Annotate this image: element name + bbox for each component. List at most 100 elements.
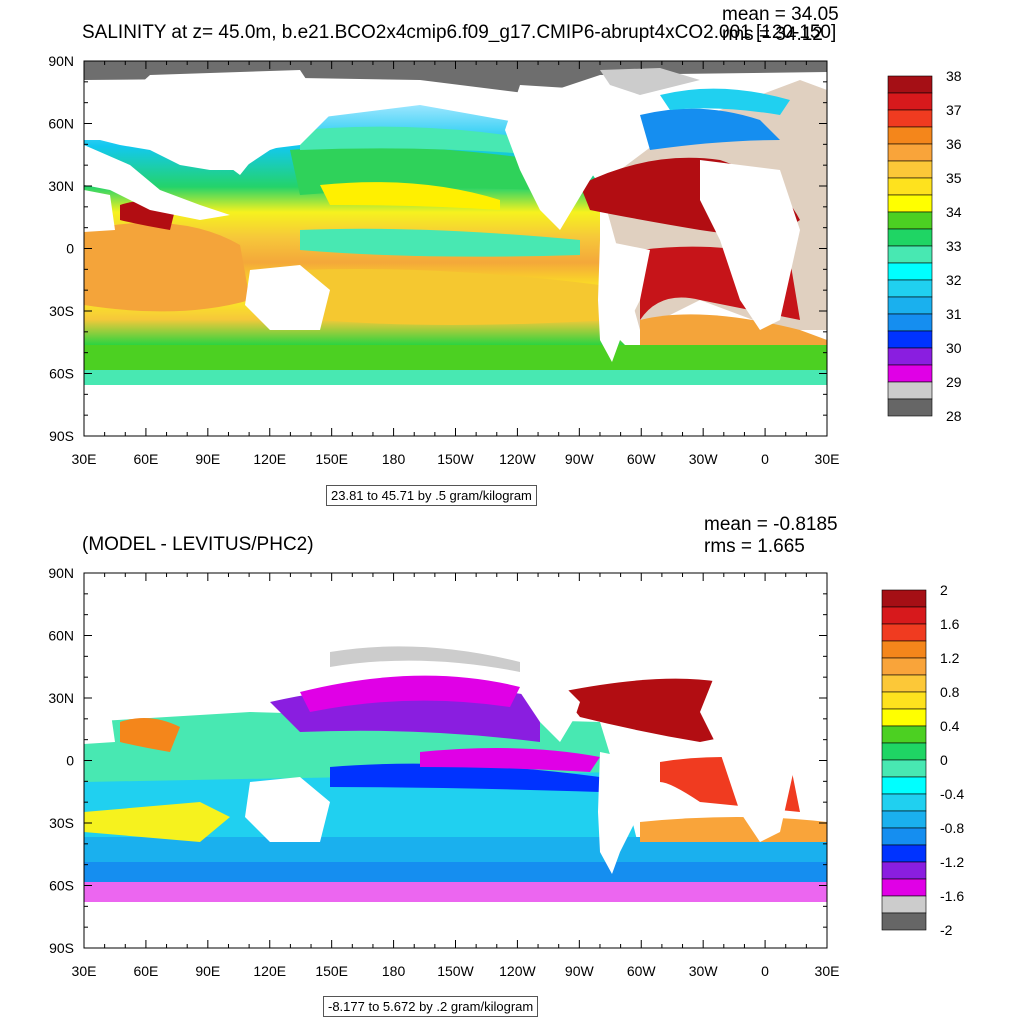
x-tick-label: 150E bbox=[315, 451, 348, 467]
colorbar-label: 37 bbox=[946, 102, 962, 118]
x-tick-label: 60W bbox=[627, 963, 657, 979]
x-tick-label: 30E bbox=[72, 451, 97, 467]
x-tick-label: 60E bbox=[133, 963, 158, 979]
x-tick-label: 150E bbox=[315, 963, 348, 979]
y-tick-label: 30N bbox=[48, 690, 74, 706]
x-tick-label: 150W bbox=[437, 963, 474, 979]
colorbar-label: 32 bbox=[946, 272, 962, 288]
colorbar-swatch bbox=[887, 279, 933, 298]
x-tick-label: 0 bbox=[761, 451, 769, 467]
colorbar-swatch bbox=[887, 398, 933, 417]
y-tick-label: 60S bbox=[49, 366, 74, 382]
y-tick-label: 30S bbox=[49, 815, 74, 831]
y-tick-label: 60N bbox=[48, 628, 74, 644]
colorbar-swatch bbox=[881, 708, 927, 727]
rms-stat: rms = 34.12 bbox=[722, 24, 823, 45]
colorbar-swatch bbox=[887, 143, 933, 162]
x-tick-label: 120E bbox=[253, 451, 286, 467]
y-tick-label: 90S bbox=[49, 940, 74, 956]
colorbar-label: 0.4 bbox=[940, 718, 960, 734]
mean-stat: mean = 34.05 bbox=[722, 4, 839, 25]
colorbar-swatch bbox=[881, 878, 927, 897]
x-tick-label: 30E bbox=[72, 963, 97, 979]
contour-info: 23.81 to 45.71 by .5 gram/kilogram bbox=[326, 485, 537, 506]
colorbar-label: -0.4 bbox=[940, 786, 964, 802]
colorbar-swatch bbox=[887, 194, 933, 213]
colorbar-swatch bbox=[887, 177, 933, 196]
colorbar-swatch bbox=[881, 827, 927, 846]
colorbar-label: 34 bbox=[946, 204, 962, 220]
colorbar-swatch bbox=[887, 92, 933, 111]
y-tick-label: 30S bbox=[49, 303, 74, 319]
colorbar-swatch bbox=[887, 245, 933, 264]
colorbar-swatch bbox=[887, 211, 933, 230]
x-tick-label: 120E bbox=[253, 963, 286, 979]
colorbar-label: 33 bbox=[946, 238, 962, 254]
colorbar-label: -1.6 bbox=[940, 888, 964, 904]
colorbar-label: 28 bbox=[946, 408, 962, 424]
y-tick-label: 30N bbox=[48, 178, 74, 194]
x-tick-label: 30W bbox=[689, 451, 719, 467]
difference-panel: (MODEL - LEVITUS/PHC2) mean = -0.8185 rm… bbox=[0, 512, 1024, 1024]
colorbar-swatch bbox=[887, 364, 933, 383]
panel-title: (MODEL - LEVITUS/PHC2) bbox=[82, 534, 314, 555]
contour-info: -8.177 to 5.672 by .2 gram/kilogram bbox=[323, 996, 539, 1017]
colorbar-label: 2 bbox=[940, 582, 948, 598]
colorbar-swatch bbox=[887, 313, 933, 332]
colorbar-swatch bbox=[887, 296, 933, 315]
colorbar-swatch bbox=[881, 759, 927, 778]
colorbar-swatch bbox=[881, 793, 927, 812]
colorbar-label: 36 bbox=[946, 136, 962, 152]
x-tick-label: 30E bbox=[815, 451, 840, 467]
panel-title: SALINITY at z= 45.0m, b.e21.BCO2x4cmip6.… bbox=[82, 22, 837, 43]
colorbar-swatch bbox=[881, 674, 927, 693]
y-tick-label: 90S bbox=[49, 428, 74, 444]
x-tick-label: 120W bbox=[499, 451, 536, 467]
y-tick-label: 0 bbox=[66, 241, 74, 257]
x-tick-label: 180 bbox=[382, 963, 406, 979]
mean-stat: mean = -0.8185 bbox=[704, 514, 838, 535]
colorbar-label: 35 bbox=[946, 170, 962, 186]
colorbar-swatch bbox=[881, 725, 927, 744]
colorbar-label: 30 bbox=[946, 340, 962, 356]
colorbar-swatch bbox=[887, 262, 933, 281]
colorbar-swatch bbox=[887, 160, 933, 179]
colorbar-label: 31 bbox=[946, 306, 962, 322]
colorbar-swatch bbox=[887, 228, 933, 247]
rms-stat: rms = 1.665 bbox=[704, 536, 805, 557]
x-tick-label: 150W bbox=[437, 451, 474, 467]
colorbar-swatch bbox=[881, 657, 927, 676]
colorbar-label: 29 bbox=[946, 374, 962, 390]
y-tick-label: 90N bbox=[48, 53, 74, 69]
colorbar-swatch bbox=[881, 691, 927, 710]
colorbar-label: 38 bbox=[946, 68, 962, 84]
x-tick-label: 60E bbox=[133, 451, 158, 467]
x-tick-label: 90W bbox=[565, 963, 595, 979]
colorbar-swatch bbox=[887, 347, 933, 366]
colorbar-swatch bbox=[881, 844, 927, 863]
colorbar-swatch bbox=[881, 895, 927, 914]
colorbar-label: -0.8 bbox=[940, 820, 964, 836]
x-tick-label: 30W bbox=[689, 963, 719, 979]
colorbar-label: -2 bbox=[940, 922, 953, 938]
colorbar-swatch bbox=[887, 381, 933, 400]
salinity-panel: SALINITY at z= 45.0m, b.e21.BCO2x4cmip6.… bbox=[48, 4, 962, 506]
x-tick-label: 30E bbox=[815, 963, 840, 979]
colorbar-label: -1.2 bbox=[940, 854, 964, 870]
y-tick-label: 90N bbox=[48, 565, 74, 581]
colorbar-label: 0.8 bbox=[940, 684, 960, 700]
colorbar-swatch bbox=[887, 126, 933, 145]
x-tick-label: 90E bbox=[195, 963, 220, 979]
colorbar-swatch bbox=[881, 606, 927, 625]
colorbar-label: 0 bbox=[940, 752, 948, 768]
x-tick-label: 60W bbox=[627, 451, 657, 467]
colorbar-label: 1.2 bbox=[940, 650, 960, 666]
y-tick-label: 60N bbox=[48, 116, 74, 132]
colorbar-swatch bbox=[881, 640, 927, 659]
colorbar-swatch bbox=[881, 742, 927, 761]
x-tick-label: 0 bbox=[761, 963, 769, 979]
colorbar-swatch bbox=[887, 109, 933, 128]
x-tick-label: 180 bbox=[382, 451, 406, 467]
colorbar-swatch bbox=[881, 810, 927, 829]
x-tick-label: 90W bbox=[565, 451, 595, 467]
